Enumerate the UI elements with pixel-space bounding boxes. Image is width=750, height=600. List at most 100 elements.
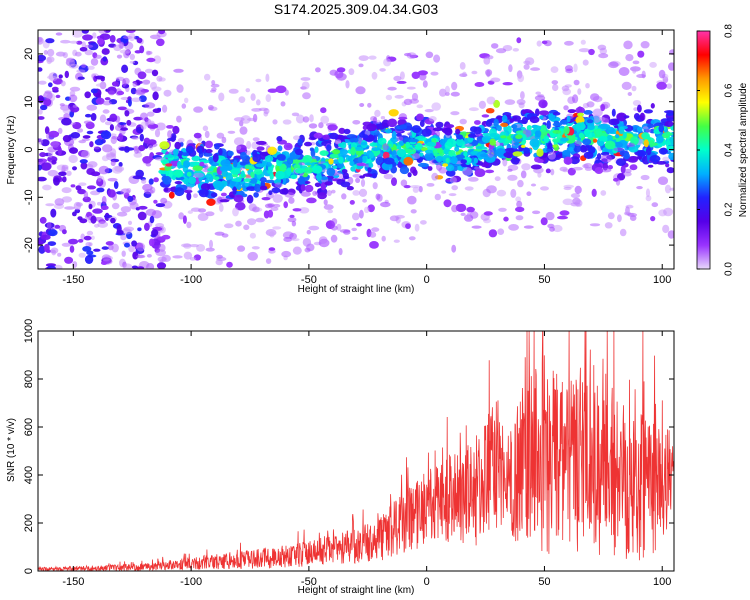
spectrogram-cell: [540, 217, 548, 226]
spectrogram-cell: [183, 251, 193, 260]
spectrogram-cell: [457, 165, 463, 171]
y-tick-label: 10: [23, 96, 35, 108]
spectrogram-cell: [441, 190, 447, 194]
spectrogram-cell: [550, 168, 555, 176]
colorbar-tick-label: 0.8: [724, 24, 735, 38]
spectrogram-cell: [56, 164, 67, 171]
spectrogram-cell: [86, 185, 97, 190]
spectrogram-cell: [664, 184, 672, 194]
spectrogram-cell: [115, 76, 125, 82]
spectrogram-cell: [250, 171, 255, 178]
spectrogram-cell: [82, 135, 91, 139]
spectrogram-cell: [78, 140, 86, 144]
spectrogram-cell: [369, 151, 375, 159]
spectrogram-cell: [348, 68, 355, 76]
spectrogram-cell: [439, 88, 447, 97]
spectrogram-cell: [121, 64, 129, 74]
spectrogram-cell: [205, 247, 215, 252]
spectrogram-cell: [485, 108, 495, 114]
spectrogram-cell: [174, 187, 185, 197]
spectrogram-cell: [596, 153, 602, 160]
colorbar-tick-label: 0.0: [724, 262, 735, 276]
spectrogram-cell: [327, 209, 334, 214]
spectrogram-cell: [144, 222, 150, 231]
spectrogram-cell: [182, 215, 187, 224]
spectrogram-cell: [146, 51, 153, 55]
spectrogram-cell: [272, 226, 282, 230]
spectrogram-cell: [61, 187, 72, 194]
spectrogram-cell: [137, 205, 148, 210]
spectrogram-cell: [57, 127, 63, 134]
spectrogram-cell: [287, 217, 297, 223]
spectrogram-cell: [190, 207, 201, 212]
y-tick-label: 600: [23, 418, 35, 436]
spectrogram-cell: [146, 111, 155, 117]
spectrogram-cell: [289, 214, 295, 218]
spectrogram-cell: [38, 176, 47, 182]
spectrogram-cell: [530, 164, 542, 170]
spectrogram-cell: [358, 188, 368, 197]
spectrogram-cell: [487, 148, 495, 158]
spectrogram-cell: [490, 77, 501, 83]
spectrogram-cell: [445, 164, 455, 172]
spectrogram-cell: [631, 85, 637, 92]
spectrogram-cell: [657, 176, 669, 185]
spectrogram-cell: [630, 136, 639, 146]
spectrogram-cell: [422, 80, 428, 88]
spectrogram-cell: [521, 163, 531, 171]
spectrogram-cell: [481, 135, 492, 143]
spectrogram-cell: [645, 195, 652, 202]
spectrogram-cell: [174, 181, 183, 185]
spectrogram-cell: [302, 238, 312, 247]
spectrogram-cell: [456, 134, 464, 140]
spectrogram-cell: [642, 126, 649, 130]
spectrogram-cell: [148, 145, 153, 151]
spectrogram-cell: [142, 156, 153, 164]
spectrogram-cell: [152, 91, 159, 101]
spectrogram-cell: [168, 191, 175, 199]
spectrogram-cell: [90, 190, 100, 196]
spectrogram-cell: [83, 120, 92, 125]
spectrogram-cell: [383, 157, 395, 165]
spectrogram-cell: [186, 186, 192, 191]
spectrogram-cell: [435, 121, 444, 129]
spectrogram-cell: [39, 152, 47, 158]
spectrogram-cell: [438, 167, 448, 174]
spectrogram-cell: [338, 248, 343, 256]
spectrogram-cell: [232, 207, 239, 217]
spectrogram-cell: [391, 150, 397, 159]
spectrogram-cell: [334, 172, 342, 176]
spectrogram-cell: [46, 265, 56, 269]
spectrogram-cell: [161, 234, 171, 240]
spectrogram-cell: [193, 106, 204, 113]
spectrogram-cell: [111, 243, 119, 253]
spectrogram-cell: [379, 68, 386, 72]
spectrogram-cell: [226, 261, 233, 268]
spectrogram-cell: [283, 201, 289, 209]
spectrogram-cell: [424, 109, 434, 113]
spectrogram-cell: [489, 133, 501, 138]
spectrogram-cell: [181, 152, 189, 157]
spectrogram-cell: [468, 133, 476, 138]
spectrogram-cell: [208, 104, 214, 111]
spectrogram-cell: [117, 106, 127, 111]
spectrogram-cell: [98, 165, 110, 175]
colorbar: 0.0 0.2 0.4 0.6 0.8 Normalized spectral ampl…: [696, 24, 749, 276]
spectrogram-cell: [228, 88, 239, 94]
spectrogram-cell: [156, 262, 167, 269]
spectrogram-cell: [380, 116, 386, 120]
spectrogram-cell: [530, 183, 537, 187]
spectrogram-cell: [632, 100, 642, 106]
spectrogram-cell: [250, 93, 256, 101]
spectrogram-cell: [372, 182, 378, 190]
spectrogram-cell: [86, 104, 98, 111]
spectrogram-cell: [58, 171, 67, 177]
spectrogram-cell: [455, 128, 461, 135]
spectrogram-cell: [314, 182, 321, 188]
spectrogram-cell: [484, 157, 491, 161]
spectrogram-cell: [543, 135, 550, 144]
spectrogram-cell: [138, 145, 146, 152]
spectrogram-cell: [419, 120, 425, 127]
spectrogram-cell: [613, 147, 624, 152]
